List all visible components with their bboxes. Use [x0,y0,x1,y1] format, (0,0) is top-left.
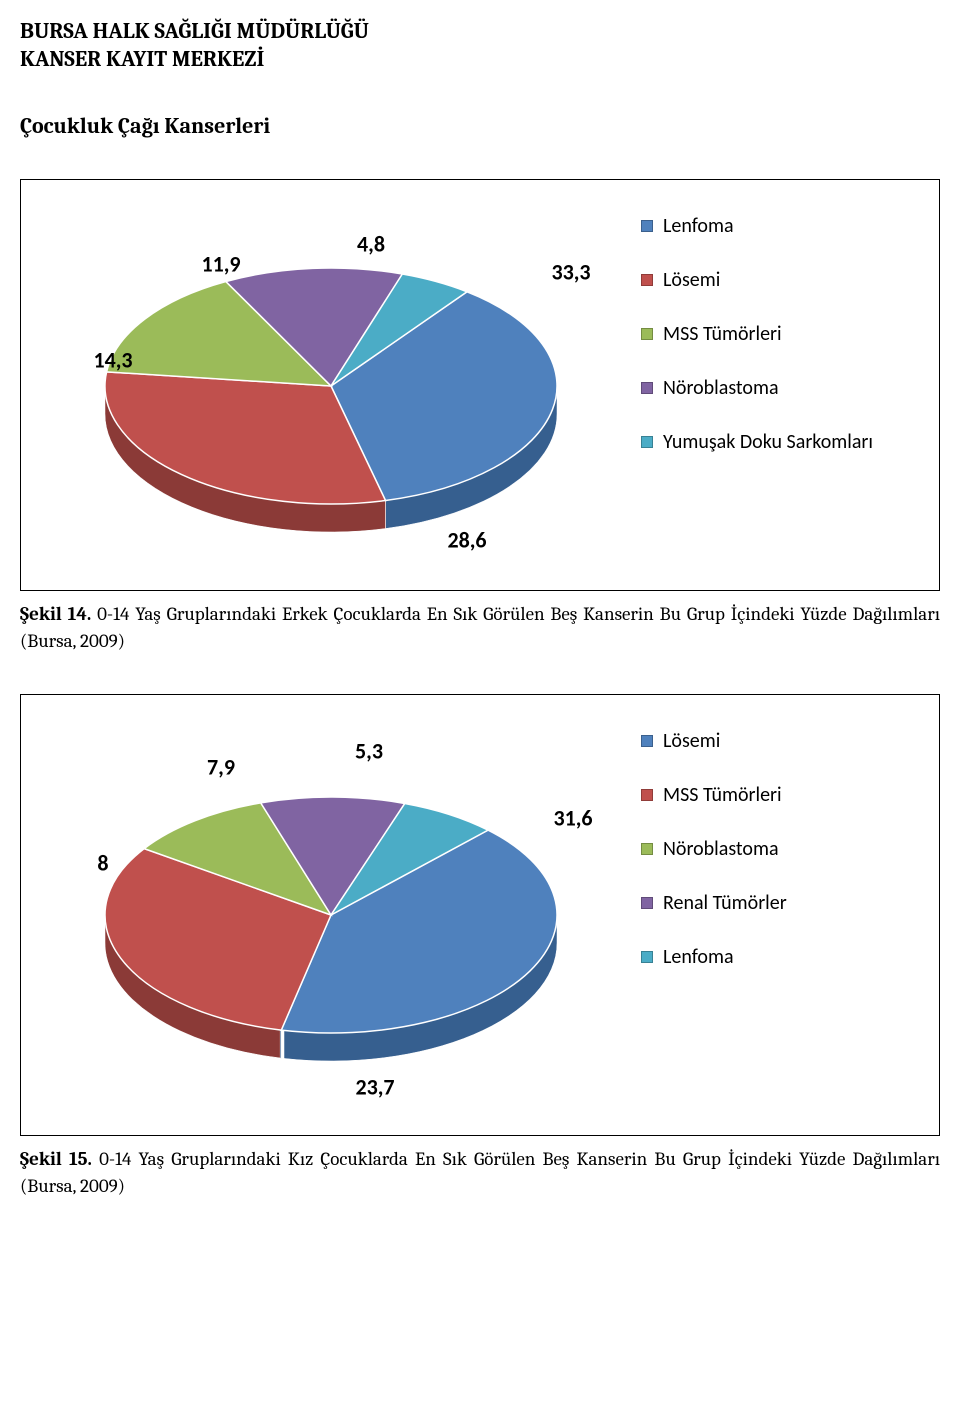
legend-label: Renal Tümörler [663,891,787,915]
legend-label: Lenfoma [663,945,734,969]
pie-chart-1: 33,3 28,6 14,3 11,9 4,8 [41,210,621,570]
legend-marker [641,843,653,855]
legend-marker [641,735,653,747]
chart1-caption-label: Şekil 14. [20,603,91,625]
legend-marker [641,951,653,963]
legend-item: MSS Tümörleri [641,783,919,807]
pie-data-label: 31,6 [553,805,592,832]
legend-label: MSS Tümörleri [663,783,782,807]
legend-marker [641,436,653,448]
legend-marker [641,897,653,909]
legend-item: MSS Tümörleri [641,322,919,346]
pie-data-label: 11,9 [201,251,240,278]
pie-data-label: 28,6 [447,527,486,554]
pie-data-label: 14,3 [93,347,132,374]
pie-chart-1-legend: Lenfoma Lösemi MSS Tümörleri Nöroblastoma Yu… [641,210,919,454]
legend-label: Lenfoma [663,214,734,238]
legend-item: Lenfoma [641,945,919,969]
pie-chart-2-frame: 31,6 23,7 8 7,9 5,3 Lösemi MSS Tümörleri Nörob… [20,694,940,1136]
legend-item: Yumuşak Doku Sarkomları [641,430,919,454]
header-line-2: KANSER KAYIT MERKEZİ [20,46,940,74]
legend-label: Lösemi [663,729,720,753]
document-header: BURSA HALK SAĞLIĞI MÜDÜRLÜĞÜ KANSER KAYI… [0,0,960,139]
legend-label: Nöroblastoma [663,376,779,400]
pie-chart-2-legend: Lösemi MSS Tümörleri Nöroblastoma Renal Tüm… [641,725,919,969]
section-title: Çocukluk Çağı Kanserleri [20,113,940,139]
legend-label: Yumuşak Doku Sarkomları [663,430,873,454]
chart2-caption-text: 0-14 Yaş Gruplarındaki Kız Çocuklarda En… [20,1148,940,1197]
legend-item: Nöroblastoma [641,376,919,400]
legend-label: MSS Tümörleri [663,322,782,346]
pie-chart-2: 31,6 23,7 8 7,9 5,3 [41,725,621,1115]
chart1-caption: Şekil 14. 0-14 Yaş Gruplarındaki Erkek Ç… [20,601,940,654]
legend-item: Lösemi [641,268,919,292]
legend-item: Nöroblastoma [641,837,919,861]
legend-marker [641,274,653,286]
legend-item: Renal Tümörler [641,891,919,915]
chart2-caption-label: Şekil 15. [20,1148,92,1170]
legend-marker [641,382,653,394]
pie-data-label: 7,9 [207,754,235,781]
pie-data-label: 23,7 [355,1074,394,1101]
legend-marker [641,789,653,801]
legend-marker [641,220,653,232]
pie-data-label: 8 [97,850,108,877]
pie-data-label: 4,8 [357,231,385,258]
header-line-1: BURSA HALK SAĞLIĞI MÜDÜRLÜĞÜ [20,18,940,46]
legend-label: Nöroblastoma [663,837,779,861]
legend-label: Lösemi [663,268,720,292]
chart1-caption-text: 0-14 Yaş Gruplarındaki Erkek Çocuklarda … [20,603,940,652]
pie-data-label: 33,3 [551,259,590,286]
pie-chart-1-frame: 33,3 28,6 14,3 11,9 4,8 Lenfoma Lösemi MSS Tüm… [20,179,940,591]
legend-marker [641,328,653,340]
pie-data-label: 5,3 [355,738,383,765]
legend-item: Lenfoma [641,214,919,238]
chart2-caption: Şekil 15. 0-14 Yaş Gruplarındaki Kız Çoc… [20,1146,940,1199]
legend-item: Lösemi [641,729,919,753]
